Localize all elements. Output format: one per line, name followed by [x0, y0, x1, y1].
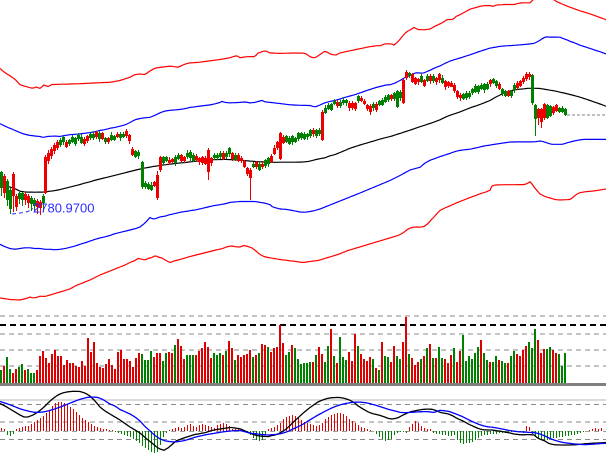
svg-text:2780.9700: 2780.9700: [33, 201, 94, 216]
